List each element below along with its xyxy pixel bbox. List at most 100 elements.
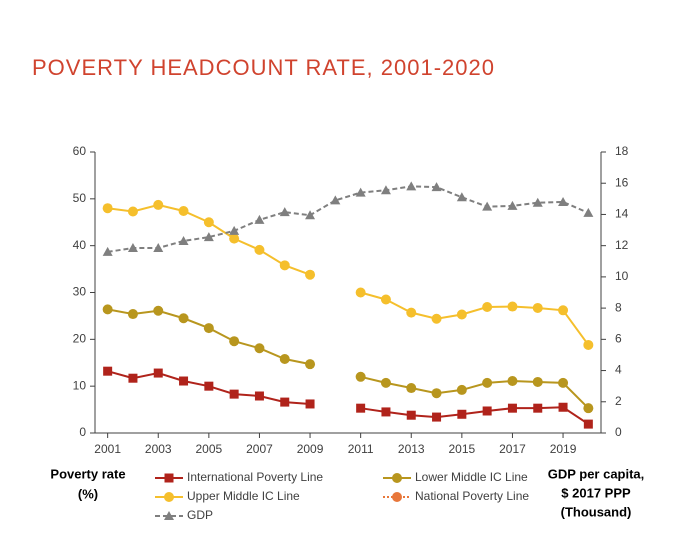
legend-label: National Poverty Line [415, 489, 529, 503]
marker [254, 391, 264, 401]
marker [229, 225, 240, 235]
marker [103, 366, 113, 376]
marker [532, 376, 543, 387]
y2-tick-label: 10 [615, 269, 629, 283]
marker [305, 359, 316, 370]
marker [164, 511, 174, 520]
marker [153, 243, 164, 253]
y2-tick-label: 8 [615, 300, 622, 314]
marker [457, 409, 467, 419]
marker [127, 243, 138, 253]
y-tick-label: 0 [79, 425, 86, 439]
marker [128, 373, 138, 383]
marker [583, 339, 594, 350]
marker [431, 182, 442, 192]
marker [229, 389, 239, 399]
legend-label: Upper Middle IC Line [187, 489, 300, 503]
marker [153, 199, 164, 210]
marker [392, 473, 402, 483]
marker [153, 305, 164, 316]
marker [532, 302, 543, 313]
marker [279, 260, 290, 271]
marker [456, 192, 467, 202]
marker [507, 301, 518, 312]
y-tick-label: 20 [73, 332, 87, 346]
y2-tick-label: 14 [615, 207, 629, 221]
chart-title: POVERTY HEADCOUNT RATE, 2001-2020 [32, 55, 495, 80]
marker [482, 406, 492, 416]
marker [532, 197, 543, 207]
marker [583, 207, 594, 217]
y2-tick-label: 12 [615, 238, 629, 252]
marker [406, 410, 416, 420]
x-tick-label: 2007 [246, 442, 273, 456]
series-line [107, 308, 590, 409]
y2-tick-label: 16 [615, 175, 629, 189]
marker [482, 377, 493, 388]
marker [406, 307, 417, 318]
y-tick-label: 30 [73, 285, 87, 299]
y2-tick-label: 4 [615, 363, 622, 377]
marker [507, 200, 518, 210]
marker [583, 419, 593, 429]
y2-tick-label: 6 [615, 332, 622, 346]
marker [533, 403, 543, 413]
marker [164, 473, 174, 483]
y2-tick-label: 0 [615, 425, 622, 439]
x-tick-label: 2009 [297, 442, 324, 456]
marker [229, 336, 240, 347]
marker [127, 309, 138, 320]
marker [583, 403, 594, 414]
marker [432, 412, 442, 422]
marker [203, 217, 214, 228]
marker [392, 492, 402, 502]
y2-axis-label: GDP per capita, [548, 466, 645, 481]
marker [558, 305, 569, 316]
legend-label: Lower Middle IC Line [415, 470, 528, 484]
marker [305, 399, 315, 409]
marker [558, 402, 568, 412]
legend-label: GDP [187, 508, 213, 522]
marker [507, 376, 518, 387]
marker [381, 407, 391, 417]
x-tick-label: 2017 [499, 442, 526, 456]
x-tick-label: 2001 [94, 442, 121, 456]
marker [153, 368, 163, 378]
y2-tick-label: 2 [615, 394, 622, 408]
x-tick-label: 2003 [145, 442, 172, 456]
marker [203, 232, 214, 242]
marker [305, 210, 316, 220]
x-tick-label: 2015 [448, 442, 475, 456]
x-tick-label: 2005 [195, 442, 222, 456]
marker [355, 371, 366, 382]
y-tick-label: 10 [73, 378, 87, 392]
marker [254, 244, 265, 255]
series-line [107, 185, 589, 253]
marker [280, 397, 290, 407]
marker [355, 287, 366, 298]
y-axis-label: Poverty rate [50, 466, 125, 481]
marker [482, 201, 493, 211]
marker [380, 377, 391, 388]
marker [355, 187, 366, 197]
marker [279, 207, 290, 217]
y-tick-label: 40 [73, 238, 87, 252]
marker [431, 313, 442, 324]
legend-label: International Poverty Line [187, 470, 323, 484]
y2-axis-label: (Thousand) [561, 504, 632, 519]
y-axis-label: (%) [78, 486, 98, 501]
series-line [107, 203, 590, 346]
marker [203, 323, 214, 334]
marker [380, 185, 391, 195]
marker [406, 383, 417, 394]
marker [456, 309, 467, 320]
marker [356, 403, 366, 413]
marker [127, 206, 138, 217]
marker [431, 388, 442, 399]
marker [102, 304, 113, 315]
marker [178, 313, 189, 324]
marker [330, 195, 341, 205]
marker [380, 294, 391, 305]
y-tick-label: 60 [73, 144, 87, 158]
